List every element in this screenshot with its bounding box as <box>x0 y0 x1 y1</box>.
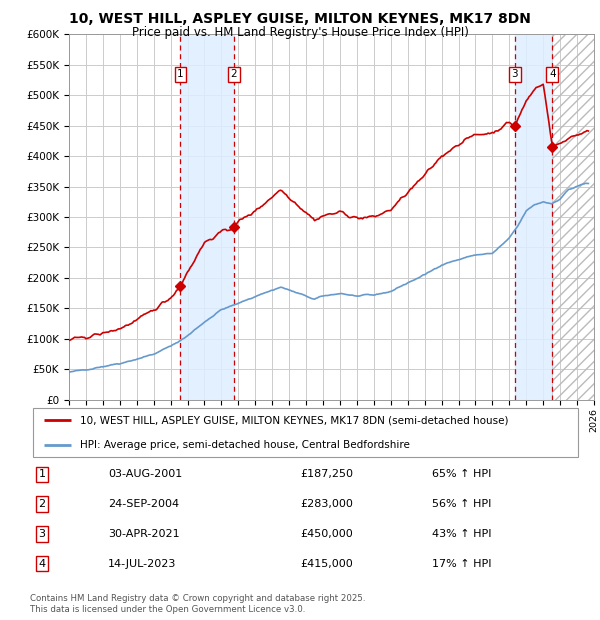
Text: 24-SEP-2004: 24-SEP-2004 <box>108 499 179 509</box>
Text: 10, WEST HILL, ASPLEY GUISE, MILTON KEYNES, MK17 8DN (semi-detached house): 10, WEST HILL, ASPLEY GUISE, MILTON KEYN… <box>80 415 508 425</box>
Text: 10, WEST HILL, ASPLEY GUISE, MILTON KEYNES, MK17 8DN: 10, WEST HILL, ASPLEY GUISE, MILTON KEYN… <box>69 12 531 27</box>
FancyBboxPatch shape <box>33 408 578 457</box>
Text: 03-AUG-2001: 03-AUG-2001 <box>108 469 182 479</box>
Text: 30-APR-2021: 30-APR-2021 <box>108 529 179 539</box>
Text: 56% ↑ HPI: 56% ↑ HPI <box>432 499 491 509</box>
Text: 43% ↑ HPI: 43% ↑ HPI <box>432 529 491 539</box>
Text: £283,000: £283,000 <box>300 499 353 509</box>
Text: 4: 4 <box>38 559 46 569</box>
Text: £187,250: £187,250 <box>300 469 353 479</box>
Text: HPI: Average price, semi-detached house, Central Bedfordshire: HPI: Average price, semi-detached house,… <box>80 440 410 450</box>
Text: 4: 4 <box>549 69 556 79</box>
Text: 65% ↑ HPI: 65% ↑ HPI <box>432 469 491 479</box>
Text: 1: 1 <box>38 469 46 479</box>
Text: 3: 3 <box>38 529 46 539</box>
Text: Contains HM Land Registry data © Crown copyright and database right 2025.
This d: Contains HM Land Registry data © Crown c… <box>30 595 365 614</box>
Text: 3: 3 <box>512 69 518 79</box>
Bar <box>515 34 553 400</box>
Text: Price paid vs. HM Land Registry's House Price Index (HPI): Price paid vs. HM Land Registry's House … <box>131 26 469 39</box>
Text: 1: 1 <box>177 69 184 79</box>
Bar <box>181 34 234 400</box>
Text: 17% ↑ HPI: 17% ↑ HPI <box>432 559 491 569</box>
Text: 2: 2 <box>230 69 237 79</box>
Text: 14-JUL-2023: 14-JUL-2023 <box>108 559 176 569</box>
Text: £415,000: £415,000 <box>300 559 353 569</box>
Text: £450,000: £450,000 <box>300 529 353 539</box>
Text: 2: 2 <box>38 499 46 509</box>
